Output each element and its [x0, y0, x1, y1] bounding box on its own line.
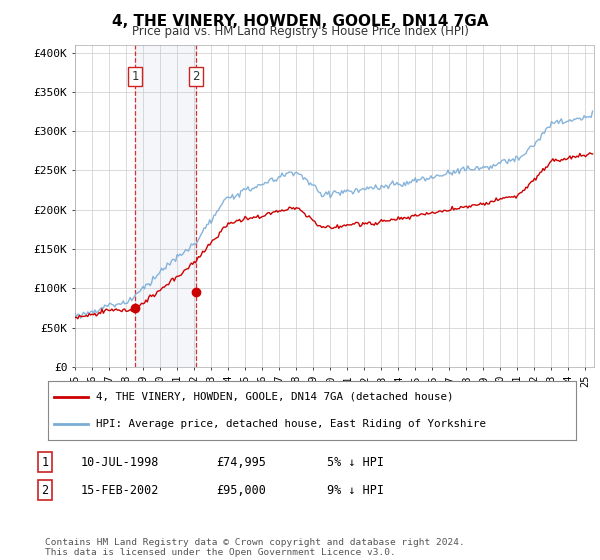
Bar: [135, 45, 196, 367]
Text: 1: 1: [41, 455, 49, 469]
Text: Price paid vs. HM Land Registry's House Price Index (HPI): Price paid vs. HM Land Registry's House …: [131, 25, 469, 38]
Text: 4, THE VINERY, HOWDEN, GOOLE, DN14 7GA: 4, THE VINERY, HOWDEN, GOOLE, DN14 7GA: [112, 14, 488, 29]
Text: 2: 2: [41, 483, 49, 497]
Text: 10-JUL-1998: 10-JUL-1998: [81, 455, 160, 469]
Text: 5% ↓ HPI: 5% ↓ HPI: [327, 455, 384, 469]
Text: 4, THE VINERY, HOWDEN, GOOLE, DN14 7GA (detached house): 4, THE VINERY, HOWDEN, GOOLE, DN14 7GA (…: [95, 391, 453, 402]
Text: £74,995: £74,995: [216, 455, 266, 469]
Text: 15-FEB-2002: 15-FEB-2002: [81, 483, 160, 497]
Text: Contains HM Land Registry data © Crown copyright and database right 2024.
This d: Contains HM Land Registry data © Crown c…: [45, 538, 465, 557]
Text: 1: 1: [131, 69, 139, 83]
Text: 9% ↓ HPI: 9% ↓ HPI: [327, 483, 384, 497]
Text: 2: 2: [193, 69, 200, 83]
Text: £95,000: £95,000: [216, 483, 266, 497]
Text: HPI: Average price, detached house, East Riding of Yorkshire: HPI: Average price, detached house, East…: [95, 419, 485, 429]
